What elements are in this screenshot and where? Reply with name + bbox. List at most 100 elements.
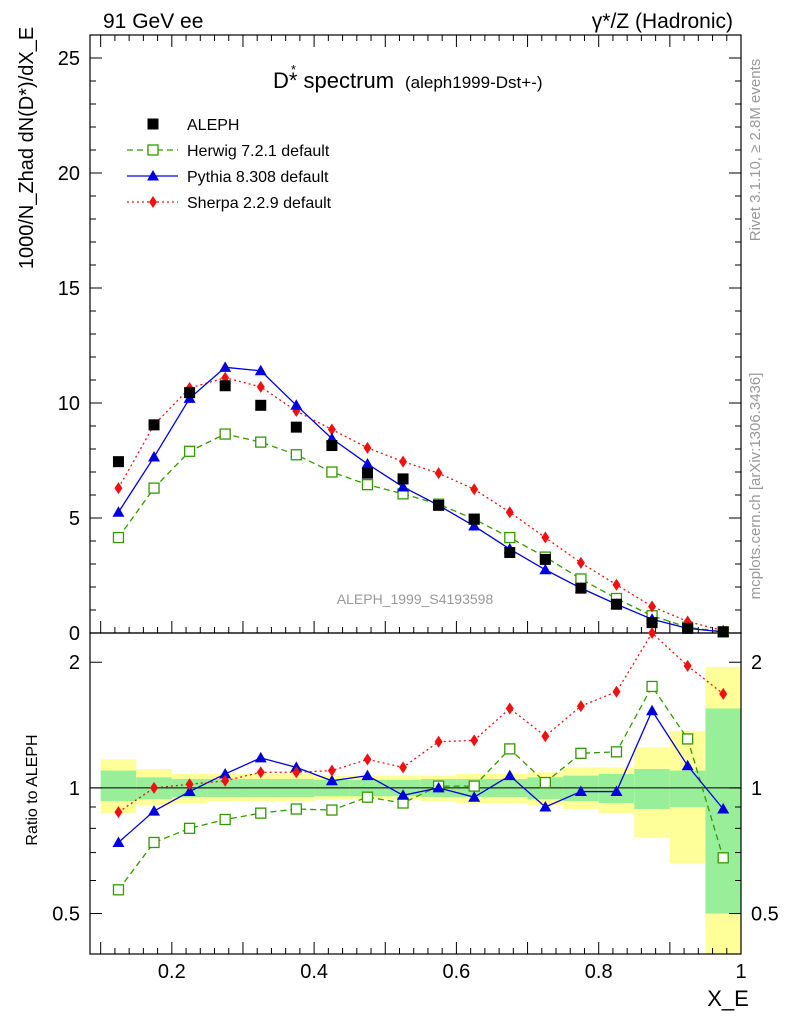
ratio-point <box>183 822 196 834</box>
chart-title-text: D* spectrum <box>273 68 394 93</box>
ratio-point <box>112 884 125 896</box>
y-tick-label: 20 <box>58 163 80 185</box>
data-point <box>468 513 480 525</box>
chart-title: D* spectrum <box>273 68 394 93</box>
data-point <box>397 480 410 492</box>
band-green <box>634 768 670 810</box>
title-superscript: * <box>291 62 296 77</box>
series-line <box>117 366 724 633</box>
band-green <box>669 770 706 807</box>
ratio-plot-frame <box>89 632 742 955</box>
band-green <box>100 770 137 802</box>
data-point <box>576 556 585 569</box>
ratio-point <box>612 685 621 698</box>
data-point <box>399 455 408 468</box>
ratio-point <box>503 769 516 781</box>
data-point <box>255 399 267 411</box>
series-aleph <box>112 380 729 638</box>
ratio-point <box>185 778 194 791</box>
ratio-tick-label: 2 <box>69 652 80 674</box>
y-tick-label: 15 <box>58 278 80 300</box>
x-axis-label: X_E <box>707 986 749 1011</box>
legend-marker <box>147 118 159 130</box>
ratio-point <box>681 759 694 771</box>
data-point <box>290 399 303 410</box>
side-label-mcplots: mcplots.cern.ch [arXiv:1306.3436] <box>747 373 764 600</box>
legend-item: Sherpa 2.2.9 default <box>127 195 332 212</box>
ratio-point <box>325 774 338 786</box>
legend-label: Herwig 7.2.1 default <box>187 143 330 160</box>
series-layer <box>112 361 730 638</box>
data-point <box>327 423 336 436</box>
ratio-point <box>290 803 302 815</box>
ratio-point <box>539 800 552 812</box>
ratio-point <box>148 805 161 816</box>
ratio-point <box>114 806 123 819</box>
axis-ticks <box>90 34 742 954</box>
ratio-point <box>361 769 374 781</box>
ratio-tick-label: 0.5 <box>52 904 80 926</box>
data-point <box>505 506 514 519</box>
watermark: ALEPH_1999_S4193598 <box>337 591 494 607</box>
ratio-point <box>683 659 692 672</box>
ratio-point <box>255 807 267 819</box>
y-tick-label: 0 <box>69 623 80 645</box>
ratio-point <box>646 680 658 693</box>
ratio-point <box>504 743 516 755</box>
ratio-tick-label: 2 <box>751 652 762 674</box>
data-point <box>682 622 694 634</box>
ratio-point <box>219 767 232 779</box>
data-point <box>112 531 125 544</box>
ratio-point <box>183 785 196 797</box>
x-tick-label: 0.4 <box>300 961 328 983</box>
data-point <box>504 531 516 544</box>
ratio-point <box>576 700 585 713</box>
data-point <box>468 520 481 531</box>
ratio-tick-label: 0.5 <box>751 904 779 926</box>
data-point <box>290 449 302 461</box>
series-line <box>117 433 724 633</box>
legend-item: Herwig 7.2.1 default <box>127 143 330 160</box>
data-point <box>148 451 161 462</box>
ratio-point <box>221 774 230 787</box>
ratio-point <box>574 785 587 797</box>
ratio-tick-label: 1 <box>69 778 80 800</box>
x-tick-label: 0.8 <box>585 961 613 983</box>
ratio-y-axis-label: Ratio to ALEPH <box>24 734 41 845</box>
data-point <box>504 547 516 558</box>
data-point <box>256 380 265 393</box>
data-point <box>255 436 267 448</box>
legend-label: Pythia 8.308 default <box>187 169 329 186</box>
ratio-point <box>363 753 372 766</box>
data-point <box>361 467 373 479</box>
data-point <box>112 456 124 468</box>
data-point <box>541 531 550 544</box>
ratio-bands <box>100 666 741 954</box>
y-tick-label: 5 <box>69 508 80 530</box>
ratio-point <box>254 751 267 763</box>
ratio-point <box>719 687 728 700</box>
ratio-point <box>432 781 445 793</box>
data-point <box>219 361 232 372</box>
ratio-point <box>397 789 410 800</box>
ratio-tick-label: 1 <box>751 778 762 800</box>
legend-marker <box>147 170 159 181</box>
data-point <box>363 441 372 454</box>
ratio-series-layer <box>112 627 730 896</box>
data-point <box>539 553 551 565</box>
data-point <box>114 482 123 495</box>
data-point <box>433 499 445 511</box>
x-tick-label: 1 <box>735 961 746 983</box>
legend: ALEPH Herwig 7.2.1 default Pythia 8.308 de… <box>127 117 332 212</box>
ratio-point <box>470 734 479 747</box>
data-point <box>183 445 196 457</box>
data-point <box>148 419 160 431</box>
ratio-point <box>646 704 659 716</box>
ratio-point <box>327 764 336 777</box>
data-point <box>148 482 160 494</box>
ratio-point <box>505 702 514 715</box>
data-point <box>112 506 125 517</box>
data-point <box>184 387 196 399</box>
ratio-point <box>326 804 338 816</box>
